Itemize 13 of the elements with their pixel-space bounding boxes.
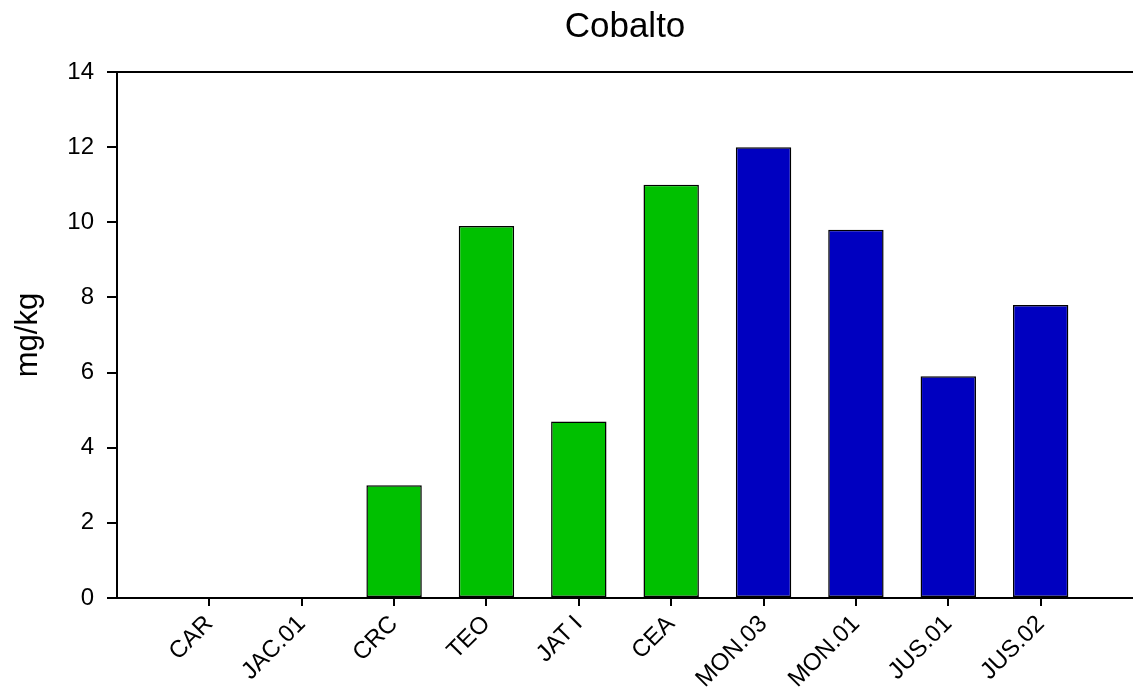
chart-title: Cobalto bbox=[564, 4, 686, 44]
y-tick-label: 4 bbox=[80, 432, 94, 460]
y-tick-label: 0 bbox=[80, 582, 94, 610]
x-tick-label: JAT I bbox=[529, 609, 588, 667]
y-tick-label: 10 bbox=[67, 206, 94, 234]
y-tick-label: 12 bbox=[67, 131, 94, 159]
y-tick-label: 2 bbox=[80, 507, 94, 535]
y-tick-label: 8 bbox=[80, 282, 94, 310]
y-axis-title: mg/kg bbox=[9, 292, 45, 378]
x-tick-label: CEA bbox=[625, 609, 680, 664]
y-tick-label: 6 bbox=[80, 357, 94, 385]
y-tick-label: 14 bbox=[67, 56, 94, 84]
x-tick-label: TEO bbox=[440, 609, 495, 664]
